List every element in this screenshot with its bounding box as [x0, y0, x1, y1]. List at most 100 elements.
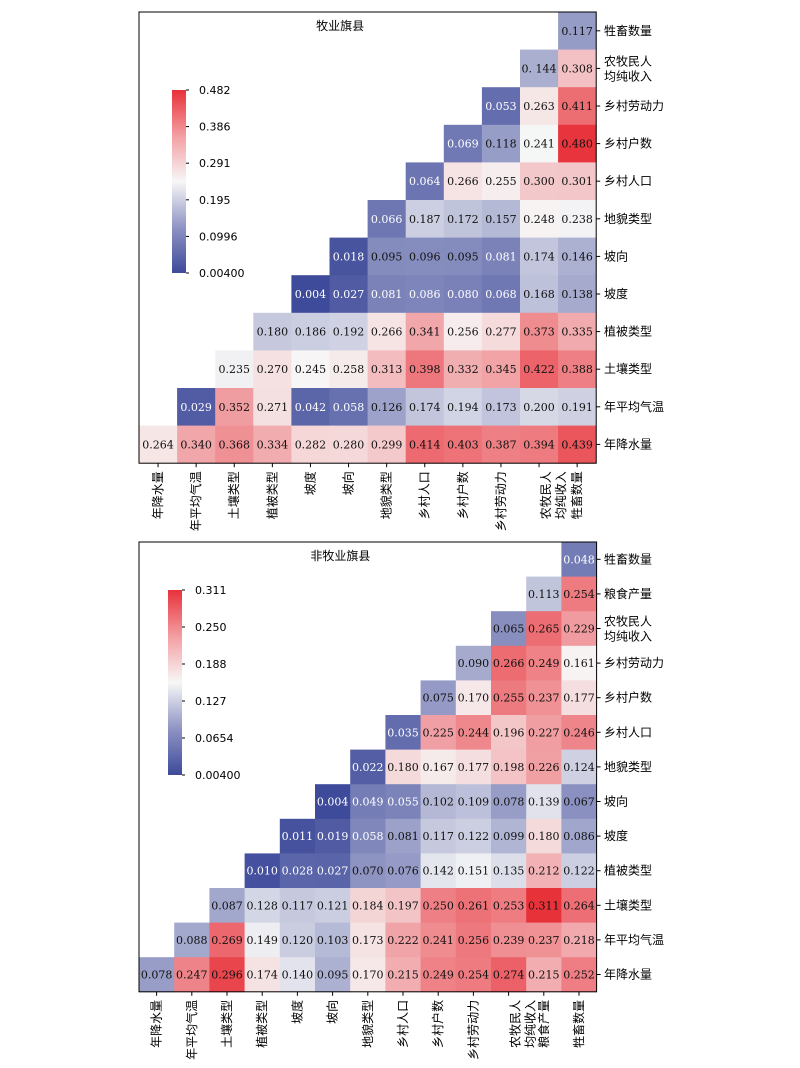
column-label: 乡村劳动力	[466, 1000, 480, 1060]
cell-value-label: 0.200	[523, 401, 555, 414]
cell-value-label: 0.249	[422, 969, 454, 982]
cell-value-label: 0.066	[371, 213, 403, 226]
cell-value-label: 0.065	[493, 623, 525, 636]
heatmap-cell	[405, 237, 445, 276]
cell-value-label: 0.035	[387, 726, 419, 739]
heatmap-cell	[481, 350, 521, 389]
cell-value-label: 0.252	[563, 969, 595, 982]
heatmap-cell	[420, 715, 457, 750]
cell-value-label: 0.064	[409, 175, 441, 188]
heatmap-cell	[561, 957, 597, 993]
cell-value-label: 0.177	[458, 761, 490, 774]
heatmap-cell	[329, 388, 368, 426]
heatmap-cell	[215, 350, 254, 389]
row-label: 乡村户数	[604, 136, 652, 151]
cell-value-label: 0.086	[563, 830, 595, 843]
cell-value-label: 0.274	[493, 969, 525, 982]
column-label: 粮食产量	[536, 1000, 551, 1048]
cell-value-label: 0.157	[485, 213, 517, 226]
heatmap-cell	[558, 237, 597, 276]
heatmap-cell	[315, 818, 351, 854]
cell-value-label: 0.011	[282, 830, 314, 843]
cell-value-label: 0.244	[458, 726, 490, 739]
heatmap-cell	[279, 922, 316, 958]
column-label: 牲畜数量	[569, 471, 584, 519]
heatmap-cell	[385, 888, 421, 923]
cell-value-label: 0.241	[523, 138, 555, 151]
heatmap-cell	[481, 388, 521, 426]
heatmap-cell	[455, 888, 492, 923]
heatmap-cell	[558, 87, 597, 126]
heatmap-cell	[526, 680, 562, 716]
cell-value-label: 0.170	[352, 969, 384, 982]
cell-value-label: 0.394	[523, 438, 555, 451]
colorbar	[172, 90, 186, 273]
cell-value-label: 0.142	[422, 865, 454, 878]
row-label: 乡村人口	[604, 174, 652, 188]
cell-value-label: 0.180	[257, 326, 289, 339]
colorbar	[168, 590, 182, 775]
cell-value-label: 0.122	[458, 830, 490, 843]
row-label: 植被类型	[604, 324, 652, 339]
cell-value-label: 0.266	[447, 175, 479, 188]
heatmap-cell	[561, 576, 597, 612]
row-label: 乡村劳动力	[604, 656, 664, 670]
heatmap-cell	[526, 749, 562, 785]
cell-value-label: 0.277	[485, 326, 517, 339]
cell-value-label: 0.167	[422, 761, 454, 774]
cell-value-label: 0.081	[485, 250, 517, 263]
heatmap-cell	[291, 312, 330, 351]
heatmap-cell	[420, 749, 457, 785]
cell-value-label: 0.027	[333, 288, 365, 301]
heatmap-cell	[291, 275, 330, 314]
heatmap-cell	[315, 784, 351, 820]
cell-value-label: 0.245	[295, 363, 327, 376]
cell-value-label: 0.237	[528, 934, 560, 947]
cell-value-label: 0.192	[333, 326, 365, 339]
heatmap-cell	[455, 957, 492, 993]
heatmap-cell	[481, 124, 521, 163]
cell-value-label: 0.247	[176, 969, 208, 982]
cell-value-label: 0.177	[563, 692, 595, 705]
cell-value-label: 0.194	[447, 401, 479, 414]
column-label: 植被类型	[264, 471, 279, 519]
cell-value-label: 0.019	[317, 830, 349, 843]
row-label: 乡村人口	[604, 725, 652, 739]
heatmap-cell	[443, 124, 483, 163]
heatmap-cell	[526, 611, 562, 647]
cell-value-label: 0.010	[246, 865, 278, 878]
heatmap-cell	[385, 957, 421, 993]
cell-value-label: 0.191	[561, 401, 593, 414]
cell-value-label: 0.075	[422, 692, 454, 705]
cell-value-label: 0.174	[246, 969, 278, 982]
heatmap-cell	[561, 749, 597, 785]
cell-value-label: 0.027	[317, 865, 349, 878]
heatmap-cell	[526, 715, 562, 750]
cell-value-label: 0.373	[523, 326, 555, 339]
heatmap-cell	[558, 49, 597, 88]
cell-value-label: 0.300	[523, 175, 555, 188]
heatmap-cell	[491, 853, 527, 889]
cell-value-label: 0.299	[371, 438, 403, 451]
cell-value-label: 0.398	[409, 363, 441, 376]
heatmap-cell	[405, 350, 445, 389]
cell-value-label: 0.237	[528, 692, 560, 705]
column-label: 乡村人口	[418, 471, 432, 519]
heatmap-cell	[558, 12, 597, 50]
column-label: 土壤类型	[226, 471, 241, 519]
heatmap-cell	[367, 312, 407, 351]
heatmap-cell	[455, 784, 492, 820]
cell-value-label: 0.067	[563, 796, 595, 809]
cell-value-label: 0.212	[528, 865, 560, 878]
row-label: 坡向	[604, 794, 628, 809]
cell-value-label: 0.113	[528, 588, 560, 601]
column-label: 牲畜数量	[571, 1000, 586, 1048]
heatmap-cell	[291, 425, 330, 464]
cell-value-label: 0.254	[563, 588, 595, 601]
heatmap-cell	[215, 388, 254, 426]
cell-value-label: 0.058	[333, 401, 365, 414]
heatmap-panel-pastoral: 0.117 0. 144 0.308 0.053 0.263 0.411 0.069 0.11…	[138, 11, 664, 531]
column-label: 乡村户数	[455, 471, 470, 519]
heatmap-cell	[315, 957, 351, 993]
heatmap-cell	[209, 888, 245, 923]
